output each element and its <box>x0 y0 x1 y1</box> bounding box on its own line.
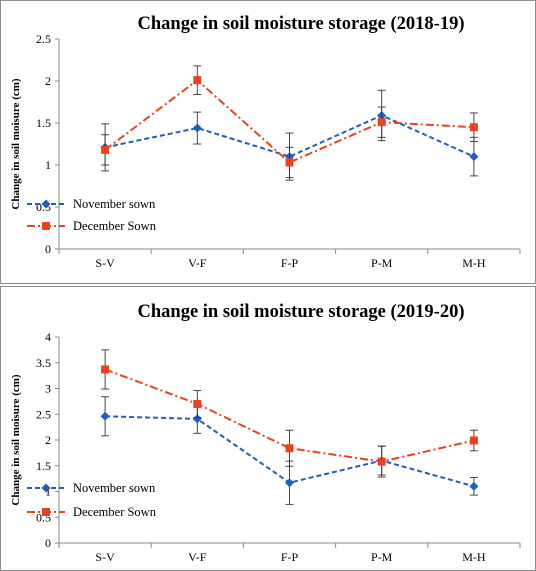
data-point <box>285 158 294 167</box>
x-tick-label: S-V <box>95 550 115 564</box>
data-point <box>469 152 479 162</box>
chart-panel-2019-20: Change in soil moisture storage (2019-20… <box>0 286 536 571</box>
x-tick-label: V-F <box>188 550 207 564</box>
data-point <box>377 118 386 127</box>
x-tick-label: V-F <box>188 256 207 270</box>
chart-title: Change in soil moisture storage (2018-19… <box>138 14 465 34</box>
legend-entry: December Sown <box>27 219 157 233</box>
y-axis-label: Change in soil moisure (cm) <box>10 374 22 506</box>
y-tick-label: 3.5 <box>36 356 51 370</box>
chart-panel-2018-19: Change in soil moisture storage (2018-19… <box>0 0 536 284</box>
data-point <box>469 123 478 132</box>
data-point <box>377 457 386 466</box>
legend-label: December Sown <box>73 219 157 233</box>
legend-label: November sown <box>73 481 156 495</box>
data-point <box>101 365 110 374</box>
y-tick-label: 2.5 <box>36 32 51 46</box>
x-tick-label: P-M <box>371 256 393 270</box>
legend-entry: December Sown <box>27 505 157 519</box>
x-tick-label: P-M <box>371 550 393 564</box>
legend-entry: November sown <box>27 197 156 211</box>
data-point <box>192 123 202 133</box>
data-point <box>193 399 202 408</box>
y-tick-label: 1.5 <box>36 459 51 473</box>
data-point <box>469 481 479 491</box>
data-point <box>192 414 202 424</box>
chart-2019-20: Change in soil moisture storage (2019-20… <box>10 302 521 564</box>
y-tick-label: 1 <box>45 158 51 172</box>
y-tick-label: 4 <box>45 330 51 344</box>
y-tick-label: 1.5 <box>36 116 51 130</box>
x-tick-label: M-H <box>462 256 486 270</box>
data-point <box>285 478 294 488</box>
legend-marker <box>41 199 51 209</box>
legend-marker <box>42 222 50 230</box>
x-tick-label: S-V <box>95 256 115 270</box>
legend-label: December Sown <box>73 505 157 519</box>
data-point <box>101 145 110 154</box>
data-point <box>100 411 110 421</box>
legend-marker <box>42 508 50 516</box>
legend-label: November sown <box>73 197 156 211</box>
y-tick-label: 0 <box>45 242 51 256</box>
y-tick-label: 2.5 <box>36 407 51 421</box>
y-axis-label: Change in soil moisure (cm) <box>10 78 22 210</box>
data-point <box>469 436 478 445</box>
y-tick-label: 1 <box>45 485 51 499</box>
y-tick-label: 2 <box>45 74 51 88</box>
series-december-sown <box>101 349 478 478</box>
series-line <box>104 368 475 463</box>
legend-entry: November sown <box>27 481 156 495</box>
series-december-sown <box>101 65 478 179</box>
y-tick-label: 3 <box>45 382 51 396</box>
data-point <box>193 76 202 85</box>
x-tick-label: F-P <box>281 256 299 270</box>
x-tick-label: M-H <box>462 550 486 564</box>
y-tick-label: 2 <box>45 433 51 447</box>
data-point <box>285 444 294 453</box>
legend-marker <box>41 483 51 493</box>
series-line <box>104 78 474 164</box>
chart-2018-19: Change in soil moisture storage (2018-19… <box>10 14 521 270</box>
x-tick-label: F-P <box>281 550 299 564</box>
y-tick-label: 0 <box>45 536 51 550</box>
chart-title: Change in soil moisture storage (2019-20… <box>138 302 465 322</box>
